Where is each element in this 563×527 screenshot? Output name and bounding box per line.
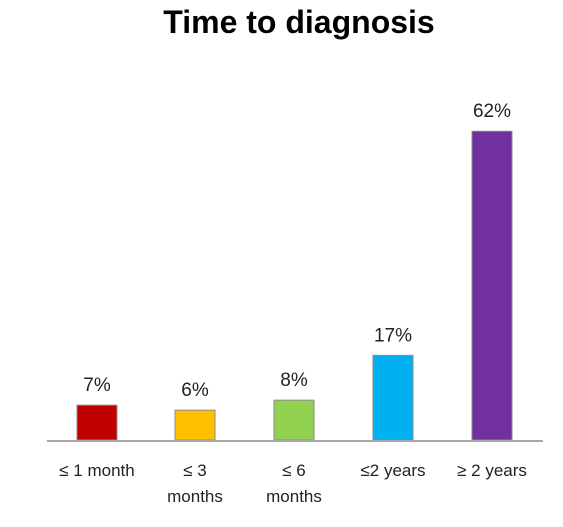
x-tick-label-2-line-2: months xyxy=(167,487,223,506)
bar-1 xyxy=(76,404,118,441)
data-label-4: 17% xyxy=(374,325,412,346)
data-label-5: 62% xyxy=(473,101,511,122)
data-label-group: 7% 6% 8% 17% 62% xyxy=(83,101,511,401)
bar-3 xyxy=(273,399,315,441)
bar-4 xyxy=(372,354,414,441)
bar-group xyxy=(76,130,513,441)
x-tick-label-4: ≤2 years xyxy=(360,461,425,480)
x-tick-label-1: ≤ 1 month xyxy=(59,461,134,480)
x-tick-label-3-line-1: ≤ 6 xyxy=(282,461,306,480)
data-label-2: 6% xyxy=(181,380,209,401)
bar-5 xyxy=(471,130,513,441)
data-label-1: 7% xyxy=(83,375,111,396)
data-label-3: 8% xyxy=(280,370,308,391)
chart-title: Time to diagnosis xyxy=(163,4,434,40)
x-tick-label-5: ≥ 2 years xyxy=(457,461,527,480)
x-tick-label-group: ≤ 1 month ≤ 3 months ≤ 6 months ≤2 years ≥ 2 y… xyxy=(59,461,527,506)
x-tick-label-2-line-1: ≤ 3 xyxy=(183,461,207,480)
bar-2 xyxy=(174,409,216,441)
x-tick-label-3-line-2: months xyxy=(266,487,322,506)
